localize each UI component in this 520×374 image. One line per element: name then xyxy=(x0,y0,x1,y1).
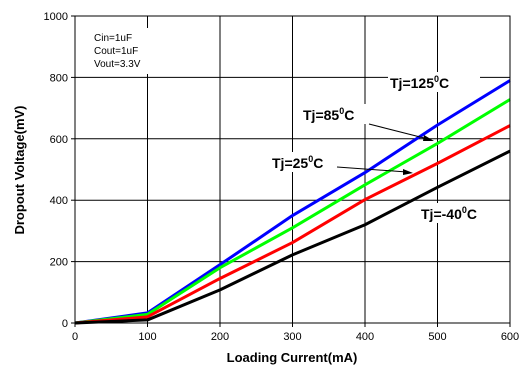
series-label-25: Tj=250C xyxy=(272,154,323,171)
series-label-85: Tj=850C xyxy=(303,106,354,123)
conditions-box xyxy=(87,28,155,74)
x-tick-label: 600 xyxy=(501,331,519,343)
y-tick-label: 1000 xyxy=(44,11,68,23)
y-tick-label: 600 xyxy=(50,134,68,146)
x-tick-label: 500 xyxy=(428,331,446,343)
axis-ticks: 0 100 200 300 400 500 600 0 200 400 600 800 1000 xyxy=(44,11,520,343)
x-axis-title: Loading Current(mA) xyxy=(227,350,358,365)
condition-vout: Vout=3.3V xyxy=(94,59,141,70)
series-label-125: Tj=1250C xyxy=(390,74,449,91)
y-axis-title: Dropout Voltage(mV) xyxy=(12,105,27,234)
label-bg-m40 xyxy=(419,203,491,223)
arrow-25-line xyxy=(336,166,408,173)
series-line-m40 xyxy=(74,149,511,325)
y-tick-label: 400 xyxy=(50,195,68,207)
condition-cin: Cin=1uF xyxy=(94,33,132,44)
series-label-m40: Tj=-400C xyxy=(421,205,477,222)
series-line-25 xyxy=(74,124,511,325)
y-tick-label: 800 xyxy=(50,72,68,84)
series-lines xyxy=(74,79,511,325)
x-tick-label: 100 xyxy=(138,331,156,343)
y-tick-label: 200 xyxy=(50,257,68,269)
arrow-25-head xyxy=(403,169,413,175)
label-bg-85 xyxy=(302,104,374,124)
y-tick-label: 0 xyxy=(62,318,68,330)
label-bg-125 xyxy=(388,72,480,92)
x-tick-label: 300 xyxy=(283,331,301,343)
x-tick-label: 0 xyxy=(72,331,78,343)
series-line-85 xyxy=(74,98,511,325)
arrow-85-head xyxy=(423,135,434,141)
x-tick-label: 200 xyxy=(211,331,229,343)
x-tick-label: 400 xyxy=(356,331,374,343)
arrow-85-line xyxy=(368,123,429,140)
label-bg-25 xyxy=(271,152,343,172)
condition-cout: Cout=1uF xyxy=(94,46,138,57)
